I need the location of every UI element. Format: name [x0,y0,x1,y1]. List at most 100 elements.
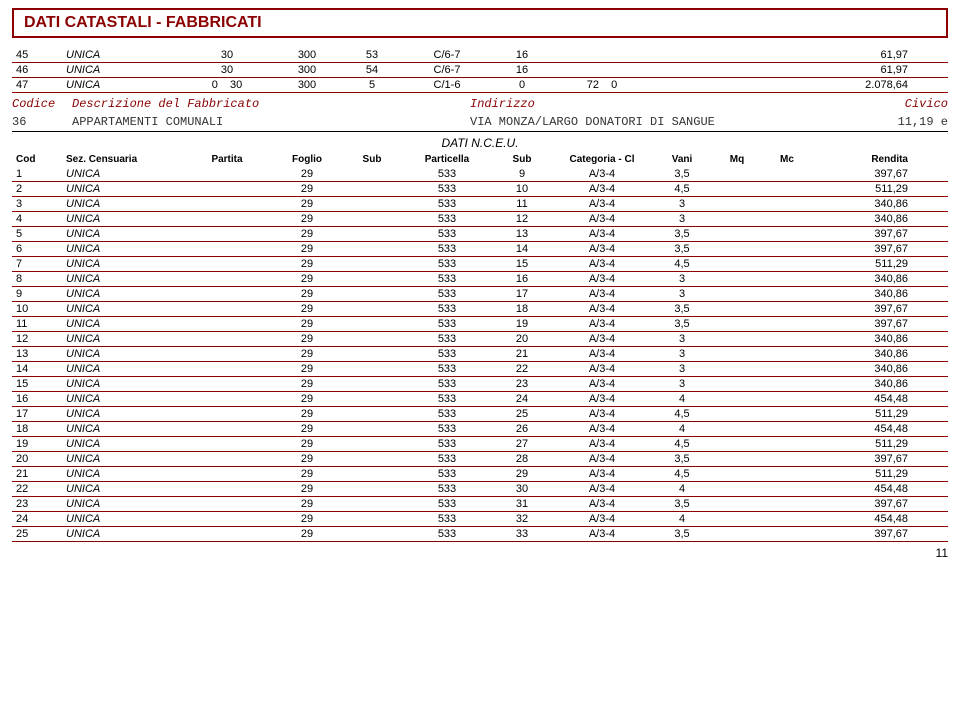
cell-partita [182,528,272,540]
cell-vani: 3,5 [652,498,712,510]
hdr-cod: Cod [12,154,62,165]
cell-mc [762,513,812,525]
cell-mq [712,288,762,300]
cell-rendita: 397,67 [812,243,912,255]
cell-d: 16 [492,49,552,61]
cell-rendita: 454,48 [812,483,912,495]
cell-mc [762,393,812,405]
cell-rendita: 340,86 [812,198,912,210]
cell-vani: 3,5 [652,528,712,540]
cell-a: 0 30 [182,79,272,91]
cell-n: 46 [12,64,62,76]
cell-sub2: 31 [492,498,552,510]
cell-sub1 [342,348,402,360]
cell-c: 54 [342,64,402,76]
cell-f: 2.078,64 [812,79,912,91]
cell-f: 61,97 [812,64,912,76]
cell-particella: 533 [402,483,492,495]
table-row: 7UNICA2953315A/3-44,5511,29 [12,257,948,272]
hdr-civico: Civico [868,97,948,111]
cell-sub2: 12 [492,213,552,225]
cell-foglio: 29 [272,498,342,510]
table-row: 13UNICA2953321A/3-43340,86 [12,347,948,362]
cell-vani: 4 [652,513,712,525]
cell-categoria: A/3-4 [552,228,652,240]
cell-blank [712,49,762,61]
cell-mc [762,228,812,240]
cell-particella: 533 [402,408,492,420]
cell-sez: UNICA [62,483,182,495]
cell-sez: UNICA [62,348,182,360]
cell-foglio: 29 [272,168,342,180]
cell-sub1 [342,438,402,450]
cell-mc [762,243,812,255]
hdr-partita: Partita [182,154,272,165]
cell-vani: 3 [652,273,712,285]
cell-partita [182,348,272,360]
cell-rendita: 454,48 [812,423,912,435]
cell-mq [712,213,762,225]
cell-partita [182,423,272,435]
cell-mq [712,438,762,450]
cell-particella: 533 [402,468,492,480]
cell-partita [182,288,272,300]
cell-mq [712,318,762,330]
cell-sez: UNICA [62,228,182,240]
cell-sub2: 20 [492,333,552,345]
fabbricato-descrizione: APPARTAMENTI COMUNALI [72,115,470,129]
table-row: 2UNICA2953310A/3-44,5511,29 [12,182,948,197]
cell-rendita: 397,67 [812,168,912,180]
cell-cod: 13 [12,348,62,360]
cell-mc [762,408,812,420]
cell-categoria: A/3-4 [552,333,652,345]
cell-partita [182,228,272,240]
cell-d: 0 [492,79,552,91]
cell-sez: UNICA [62,363,182,375]
cell-mc [762,288,812,300]
cell-sub2: 9 [492,168,552,180]
cell-sez: UNICA [62,288,182,300]
cell-categoria: A/3-4 [552,348,652,360]
cell-foglio: 29 [272,423,342,435]
cell-particella: 533 [402,393,492,405]
cell-categoria: A/3-4 [552,318,652,330]
table-row: 23UNICA2953331A/3-43,5397,67 [12,497,948,512]
cell-mc [762,318,812,330]
cell-mq [712,183,762,195]
cell-cod: 1 [12,168,62,180]
table-row: 8UNICA2953316A/3-43340,86 [12,272,948,287]
cell-mc [762,303,812,315]
cell-sez: UNICA [62,453,182,465]
cell-vani: 3,5 [652,243,712,255]
cell-rendita: 397,67 [812,498,912,510]
cell-categoria: A/3-4 [552,243,652,255]
cell-sub2: 17 [492,288,552,300]
table-row: 24UNICA2953332A/3-44454,48 [12,512,948,527]
cell-partita [182,438,272,450]
cell-rendita: 511,29 [812,258,912,270]
cell-n: 47 [12,79,62,91]
cell-particella: 533 [402,528,492,540]
cell-sub2: 10 [492,183,552,195]
cell-vani: 3 [652,363,712,375]
table-row: 20UNICA2953328A/3-43,5397,67 [12,452,948,467]
cell-foglio: 29 [272,243,342,255]
cell-particella: 533 [402,288,492,300]
cell-blank [652,79,712,91]
cell-partita [182,333,272,345]
cell-partita [182,483,272,495]
cell-mc [762,258,812,270]
cell-mq [712,198,762,210]
cell-blank [762,79,812,91]
cell-foglio: 29 [272,528,342,540]
cell-e [552,49,652,61]
cell-mc [762,498,812,510]
cell-categoria: A/3-4 [552,498,652,510]
cell-particella: 533 [402,438,492,450]
cell-particella: 533 [402,453,492,465]
cell-cod: 2 [12,183,62,195]
table-headers: Cod Sez. Censuaria Partita Foglio Sub Pa… [12,150,948,167]
cell-sub2: 14 [492,243,552,255]
cell-foglio: 29 [272,258,342,270]
cell-categoria: A/3-4 [552,183,652,195]
